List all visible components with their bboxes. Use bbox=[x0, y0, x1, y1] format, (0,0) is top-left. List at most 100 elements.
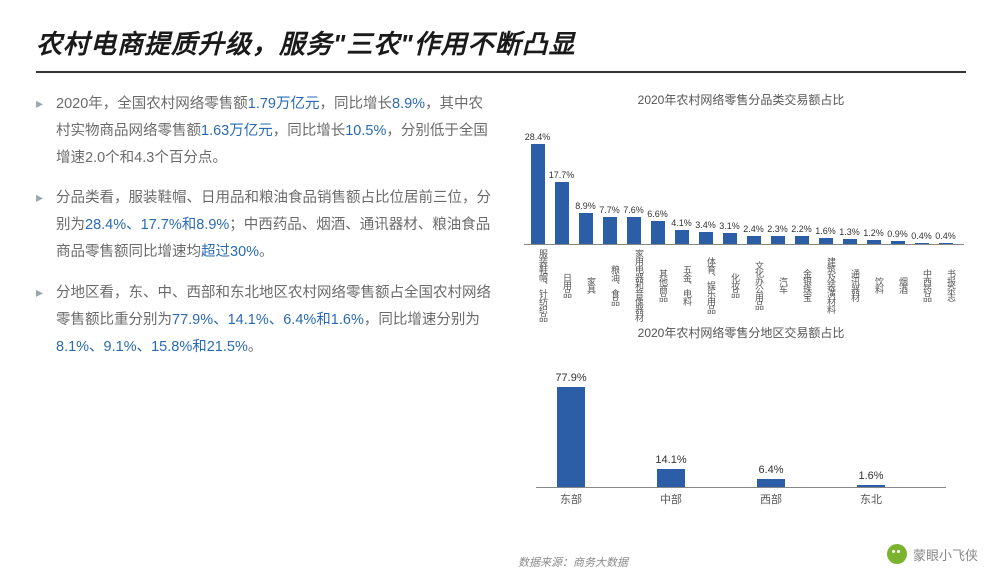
chart1-category-label: 中西药品 bbox=[912, 246, 931, 324]
highlight-text: 1.79万亿元 bbox=[248, 96, 320, 112]
body-text: ，同比增长 bbox=[320, 96, 393, 112]
chart1-bar: 17.7% bbox=[552, 170, 571, 244]
wechat-icon bbox=[887, 544, 907, 564]
body-text: ，同比增长 bbox=[273, 123, 346, 139]
chart1-category-label: 体育、娱乐用品 bbox=[696, 246, 715, 324]
chart1-bar-rect bbox=[531, 144, 545, 244]
watermark: 蒙眼小飞侠 bbox=[887, 544, 978, 564]
chart1-bar-rect bbox=[675, 230, 689, 244]
chart1-category-label: 建筑及装潢材料 bbox=[816, 246, 835, 324]
chart2-title: 2020年农村网络零售分地区交易额占比 bbox=[506, 324, 976, 341]
chart1-axis bbox=[524, 244, 964, 245]
chart1-bar-rect bbox=[723, 233, 737, 244]
chart1-bar: 28.4% bbox=[528, 132, 547, 244]
highlight-text: 10.5% bbox=[345, 123, 386, 139]
chart2-bar-rect bbox=[757, 479, 785, 487]
chart1-category-label: 五金、电料 bbox=[672, 246, 691, 324]
chart2-bar: 77.9% bbox=[556, 372, 586, 487]
chart1-bar-value: 1.2% bbox=[863, 228, 884, 238]
highlight-text: 21.5% bbox=[207, 339, 248, 355]
chart1-bar: 6.6% bbox=[648, 209, 667, 244]
chart1-bar-value: 8.9% bbox=[575, 201, 596, 211]
chart1-bar: 2.4% bbox=[744, 224, 763, 244]
chart1-category-label: 其他商品 bbox=[648, 246, 667, 324]
chart1-bar: 0.4% bbox=[912, 231, 931, 244]
bullet-list: 2020年，全国农村网络零售额1.79万亿元，同比增长8.9%，其中农村实物商品… bbox=[36, 91, 496, 360]
chart1-category-label: 粮油、食品 bbox=[600, 246, 619, 324]
chart1-bar: 0.9% bbox=[888, 229, 907, 244]
charts-column: 2020年农村网络零售分品类交易额占比 28.4%17.7%8.9%7.7%7.… bbox=[506, 91, 976, 517]
chart1-category-label: 化妆品 bbox=[720, 246, 739, 324]
chart1-title: 2020年农村网络零售分品类交易额占比 bbox=[506, 91, 976, 108]
chart2-category-label: 东北 bbox=[856, 491, 886, 507]
chart1-bar: 1.2% bbox=[864, 228, 883, 244]
chart2-bar-value: 14.1% bbox=[655, 454, 686, 466]
chart1-category-label: 汽车 bbox=[768, 246, 787, 324]
chart1-bar: 3.1% bbox=[720, 221, 739, 244]
chart1-category-label: 书报杂志 bbox=[936, 246, 955, 324]
chart1-bar: 3.4% bbox=[696, 220, 715, 244]
body-text: ，同比增速分别为 bbox=[364, 312, 480, 328]
bullet-item: 分地区看，东、中、西部和东北地区农村网络零售额占全国农村网络零售额比重分别为77… bbox=[36, 280, 496, 360]
chart1-bar-value: 2.4% bbox=[743, 224, 764, 234]
page-title: 农村电商提质升级，服务"三农"作用不断凸显 bbox=[36, 24, 964, 61]
highlight-text: 77.9%、14.1%、6.4% bbox=[172, 312, 316, 328]
body-text: 2020年，全国农村网络零售额 bbox=[56, 96, 248, 112]
chart1-category-label: 饮料 bbox=[864, 246, 883, 324]
chart1-bar-rect bbox=[627, 217, 641, 244]
chart1-bar: 1.6% bbox=[816, 226, 835, 244]
chart1-bar-value: 3.4% bbox=[695, 220, 716, 230]
chart1-category-label: 日用品 bbox=[552, 246, 571, 324]
chart2: 77.9%14.1%6.4%1.6% 东部中部西部东北 bbox=[506, 347, 976, 517]
chart1-bar-value: 2.3% bbox=[767, 224, 788, 234]
chart1-bar-value: 7.7% bbox=[599, 205, 620, 215]
chart1-bar: 8.9% bbox=[576, 201, 595, 244]
highlight-text: 8.9% bbox=[196, 217, 229, 233]
chart1-category-label: 通讯器材 bbox=[840, 246, 859, 324]
chart1-bar: 1.3% bbox=[840, 227, 859, 244]
chart2-bar-value: 6.4% bbox=[758, 464, 783, 476]
chart1-bar-rect bbox=[771, 236, 785, 244]
body-text: 。 bbox=[259, 244, 274, 260]
bullet-item: 2020年，全国农村网络零售额1.79万亿元，同比增长8.9%，其中农村实物商品… bbox=[36, 91, 496, 171]
chart1-bar-rect bbox=[579, 213, 593, 244]
chart2-category-label: 中部 bbox=[656, 491, 686, 507]
chart1-bar: 2.2% bbox=[792, 224, 811, 244]
chart1-bar: 2.3% bbox=[768, 224, 787, 244]
chart1-bar-value: 6.6% bbox=[647, 209, 668, 219]
chart1-bar-rect bbox=[555, 182, 569, 244]
data-source: 数据来源：商务大数据 bbox=[518, 554, 628, 570]
chart2-axis bbox=[536, 487, 946, 488]
highlight-text: 8.1%、9.1%、15.8% bbox=[56, 339, 192, 355]
highlight-text: 28.4%、17.7% bbox=[85, 217, 182, 233]
chart2-category-label: 东部 bbox=[556, 491, 586, 507]
highlight-text: 超过30% bbox=[201, 244, 259, 260]
chart1-bar-value: 0.4% bbox=[911, 231, 932, 241]
chart1-bar-value: 2.2% bbox=[791, 224, 812, 234]
title-underline bbox=[36, 71, 966, 73]
highlight-text: 8.9% bbox=[392, 96, 425, 112]
chart2-bar-rect bbox=[657, 469, 685, 487]
chart1-category-label: 家具 bbox=[576, 246, 595, 324]
highlight-text: 1.6% bbox=[331, 312, 364, 328]
chart1-bar-value: 1.6% bbox=[815, 226, 836, 236]
chart2-bar-rect bbox=[557, 387, 585, 487]
chart1-category-label: 服装鞋帽、针纺织品 bbox=[528, 246, 547, 324]
chart1-category-label: 金银珠宝 bbox=[792, 246, 811, 324]
chart1-bar-value: 17.7% bbox=[549, 170, 575, 180]
highlight-text: 1.63万亿元 bbox=[201, 123, 273, 139]
chart1-bar: 0.4% bbox=[936, 231, 955, 244]
chart1: 28.4%17.7%8.9%7.7%7.6%6.6%4.1%3.4%3.1%2.… bbox=[506, 114, 976, 324]
chart1-bar: 4.1% bbox=[672, 218, 691, 244]
text-column: 2020年，全国农村网络零售额1.79万亿元，同比增长8.9%，其中农村实物商品… bbox=[36, 91, 506, 517]
bullet-item: 分品类看，服装鞋帽、日用品和粮油食品销售额占比位居前三位，分别为28.4%、17… bbox=[36, 185, 496, 265]
chart1-bar: 7.6% bbox=[624, 205, 643, 244]
chart1-bar-value: 4.1% bbox=[671, 218, 692, 228]
chart2-bar-value: 77.9% bbox=[555, 372, 586, 384]
chart2-bar: 1.6% bbox=[856, 470, 886, 487]
chart1-bar-value: 28.4% bbox=[525, 132, 551, 142]
highlight-text: 和 bbox=[182, 217, 197, 233]
chart1-bar-rect bbox=[747, 236, 761, 244]
chart1-bar-value: 0.4% bbox=[935, 231, 956, 241]
chart2-bar: 6.4% bbox=[756, 464, 786, 487]
